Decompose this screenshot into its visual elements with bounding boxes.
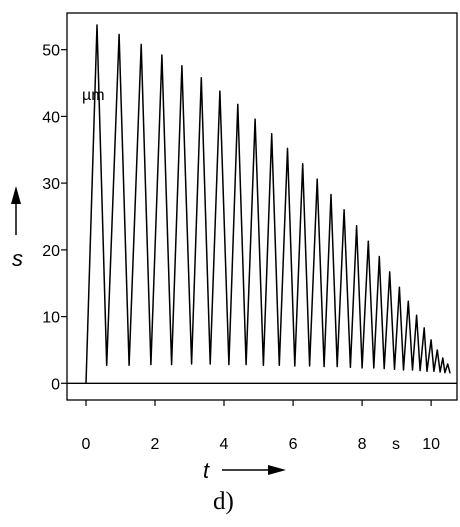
series-line bbox=[85, 24, 451, 384]
y-axis-label: s bbox=[12, 246, 23, 271]
x-tick-label: 2 bbox=[151, 436, 160, 453]
y-tick-label: 40 bbox=[42, 109, 60, 126]
y-tick-label: 10 bbox=[42, 310, 60, 327]
y-tick-label: 30 bbox=[42, 176, 60, 193]
x-tick-label: 10 bbox=[422, 436, 440, 453]
y-tick-label: 0 bbox=[51, 376, 60, 393]
x-axis-label: t bbox=[203, 458, 210, 483]
ticks: 0 2 4 6 8 10 0 10 20 30 40 50 bbox=[42, 43, 440, 453]
x-tick-label: 0 bbox=[82, 436, 91, 453]
x-tick-label: 8 bbox=[358, 436, 367, 453]
x-unit-label: s bbox=[392, 436, 400, 453]
y-unit-label: µm bbox=[82, 87, 105, 104]
y-axis-arrow bbox=[11, 186, 21, 235]
x-axis-arrow bbox=[222, 465, 286, 475]
y-tick-label: 50 bbox=[42, 43, 60, 60]
x-tick-label: 6 bbox=[289, 436, 298, 453]
y-tick-label: 20 bbox=[42, 243, 60, 260]
figure-caption: d) bbox=[213, 488, 234, 515]
x-tick-label: 4 bbox=[220, 436, 229, 453]
plot-frame bbox=[66, 12, 458, 401]
